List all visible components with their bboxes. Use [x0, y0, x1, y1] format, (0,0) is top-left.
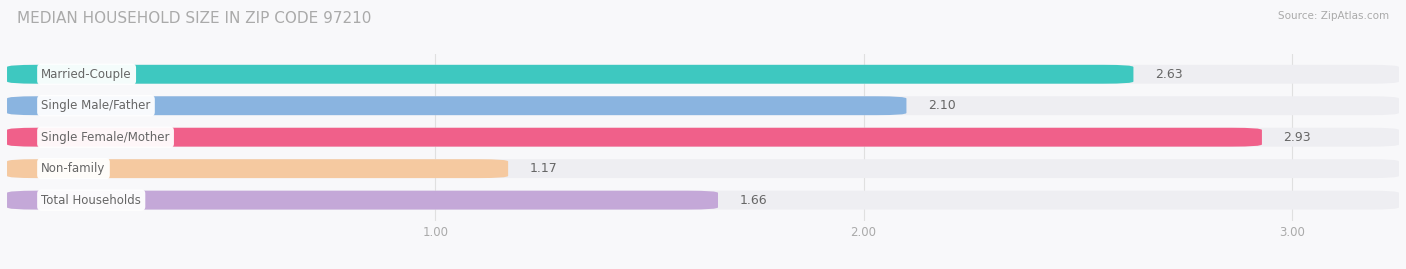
Text: Total Households: Total Households — [41, 194, 141, 207]
Text: Single Male/Father: Single Male/Father — [41, 99, 150, 112]
Text: Married-Couple: Married-Couple — [41, 68, 132, 81]
Text: 1.17: 1.17 — [530, 162, 557, 175]
FancyBboxPatch shape — [7, 191, 1399, 210]
Text: Non-family: Non-family — [41, 162, 105, 175]
FancyBboxPatch shape — [7, 128, 1263, 147]
Text: 2.10: 2.10 — [928, 99, 956, 112]
FancyBboxPatch shape — [7, 96, 907, 115]
FancyBboxPatch shape — [7, 191, 718, 210]
FancyBboxPatch shape — [7, 96, 1399, 115]
FancyBboxPatch shape — [7, 128, 1399, 147]
Text: 1.66: 1.66 — [740, 194, 768, 207]
Text: MEDIAN HOUSEHOLD SIZE IN ZIP CODE 97210: MEDIAN HOUSEHOLD SIZE IN ZIP CODE 97210 — [17, 11, 371, 26]
FancyBboxPatch shape — [7, 159, 508, 178]
Text: 2.63: 2.63 — [1154, 68, 1182, 81]
Text: Single Female/Mother: Single Female/Mother — [41, 131, 170, 144]
FancyBboxPatch shape — [7, 65, 1133, 84]
FancyBboxPatch shape — [7, 159, 1399, 178]
FancyBboxPatch shape — [7, 65, 1399, 84]
Text: 2.93: 2.93 — [1284, 131, 1310, 144]
Text: Source: ZipAtlas.com: Source: ZipAtlas.com — [1278, 11, 1389, 21]
